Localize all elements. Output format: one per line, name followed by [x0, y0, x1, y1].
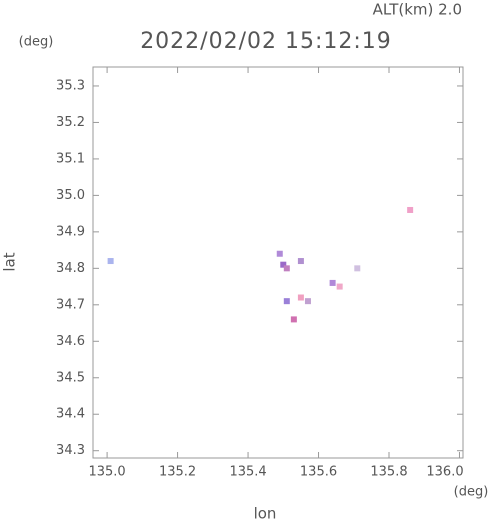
echo-point [297, 258, 304, 265]
echo-point [336, 283, 343, 290]
y-tick-label: 34.9 [56, 224, 85, 239]
y-tick-label: 34.4 [56, 407, 85, 422]
y-tick-label: 34.7 [56, 297, 85, 312]
x-tick-label: 135.2 [159, 465, 196, 480]
chart-title: 2022/02/02 15:12:19 [140, 29, 392, 54]
y-tick-label: 34.5 [56, 370, 85, 385]
echo-point [283, 298, 290, 305]
x-tick-label: 135.4 [229, 465, 266, 480]
x-axis-label: lon [254, 505, 277, 521]
y-tick-label: 35.2 [56, 115, 85, 130]
echo-point [107, 258, 114, 265]
y-tick-label: 35.3 [56, 78, 85, 93]
y-tick-label: 34.6 [56, 334, 85, 349]
x-tick-label: 135.0 [88, 465, 125, 480]
echo-point [329, 279, 336, 286]
echo-point [304, 298, 311, 305]
echo-point [407, 206, 414, 213]
x-tick-label: 135.8 [370, 465, 407, 480]
plot-frame [92, 66, 464, 459]
y-axis-label: lat [1, 252, 19, 271]
echo-point [290, 316, 297, 323]
x-unit: (deg) [454, 485, 489, 500]
y-tick-label: 35.1 [56, 151, 85, 166]
y-tick-label: 34.3 [56, 443, 85, 458]
echo-point [297, 294, 304, 301]
echo-point [276, 250, 283, 257]
x-tick-label: 136.0 [426, 465, 463, 480]
y-tick-label: 34.8 [56, 261, 85, 276]
subtitle: ALT(km) 2.0 [373, 1, 462, 19]
y-unit: (deg) [19, 35, 54, 50]
echo-point [354, 265, 361, 272]
x-tick-label: 135.6 [300, 465, 337, 480]
echo-point [283, 265, 290, 272]
y-tick-label: 35.0 [56, 188, 85, 203]
echo-point [280, 261, 287, 268]
